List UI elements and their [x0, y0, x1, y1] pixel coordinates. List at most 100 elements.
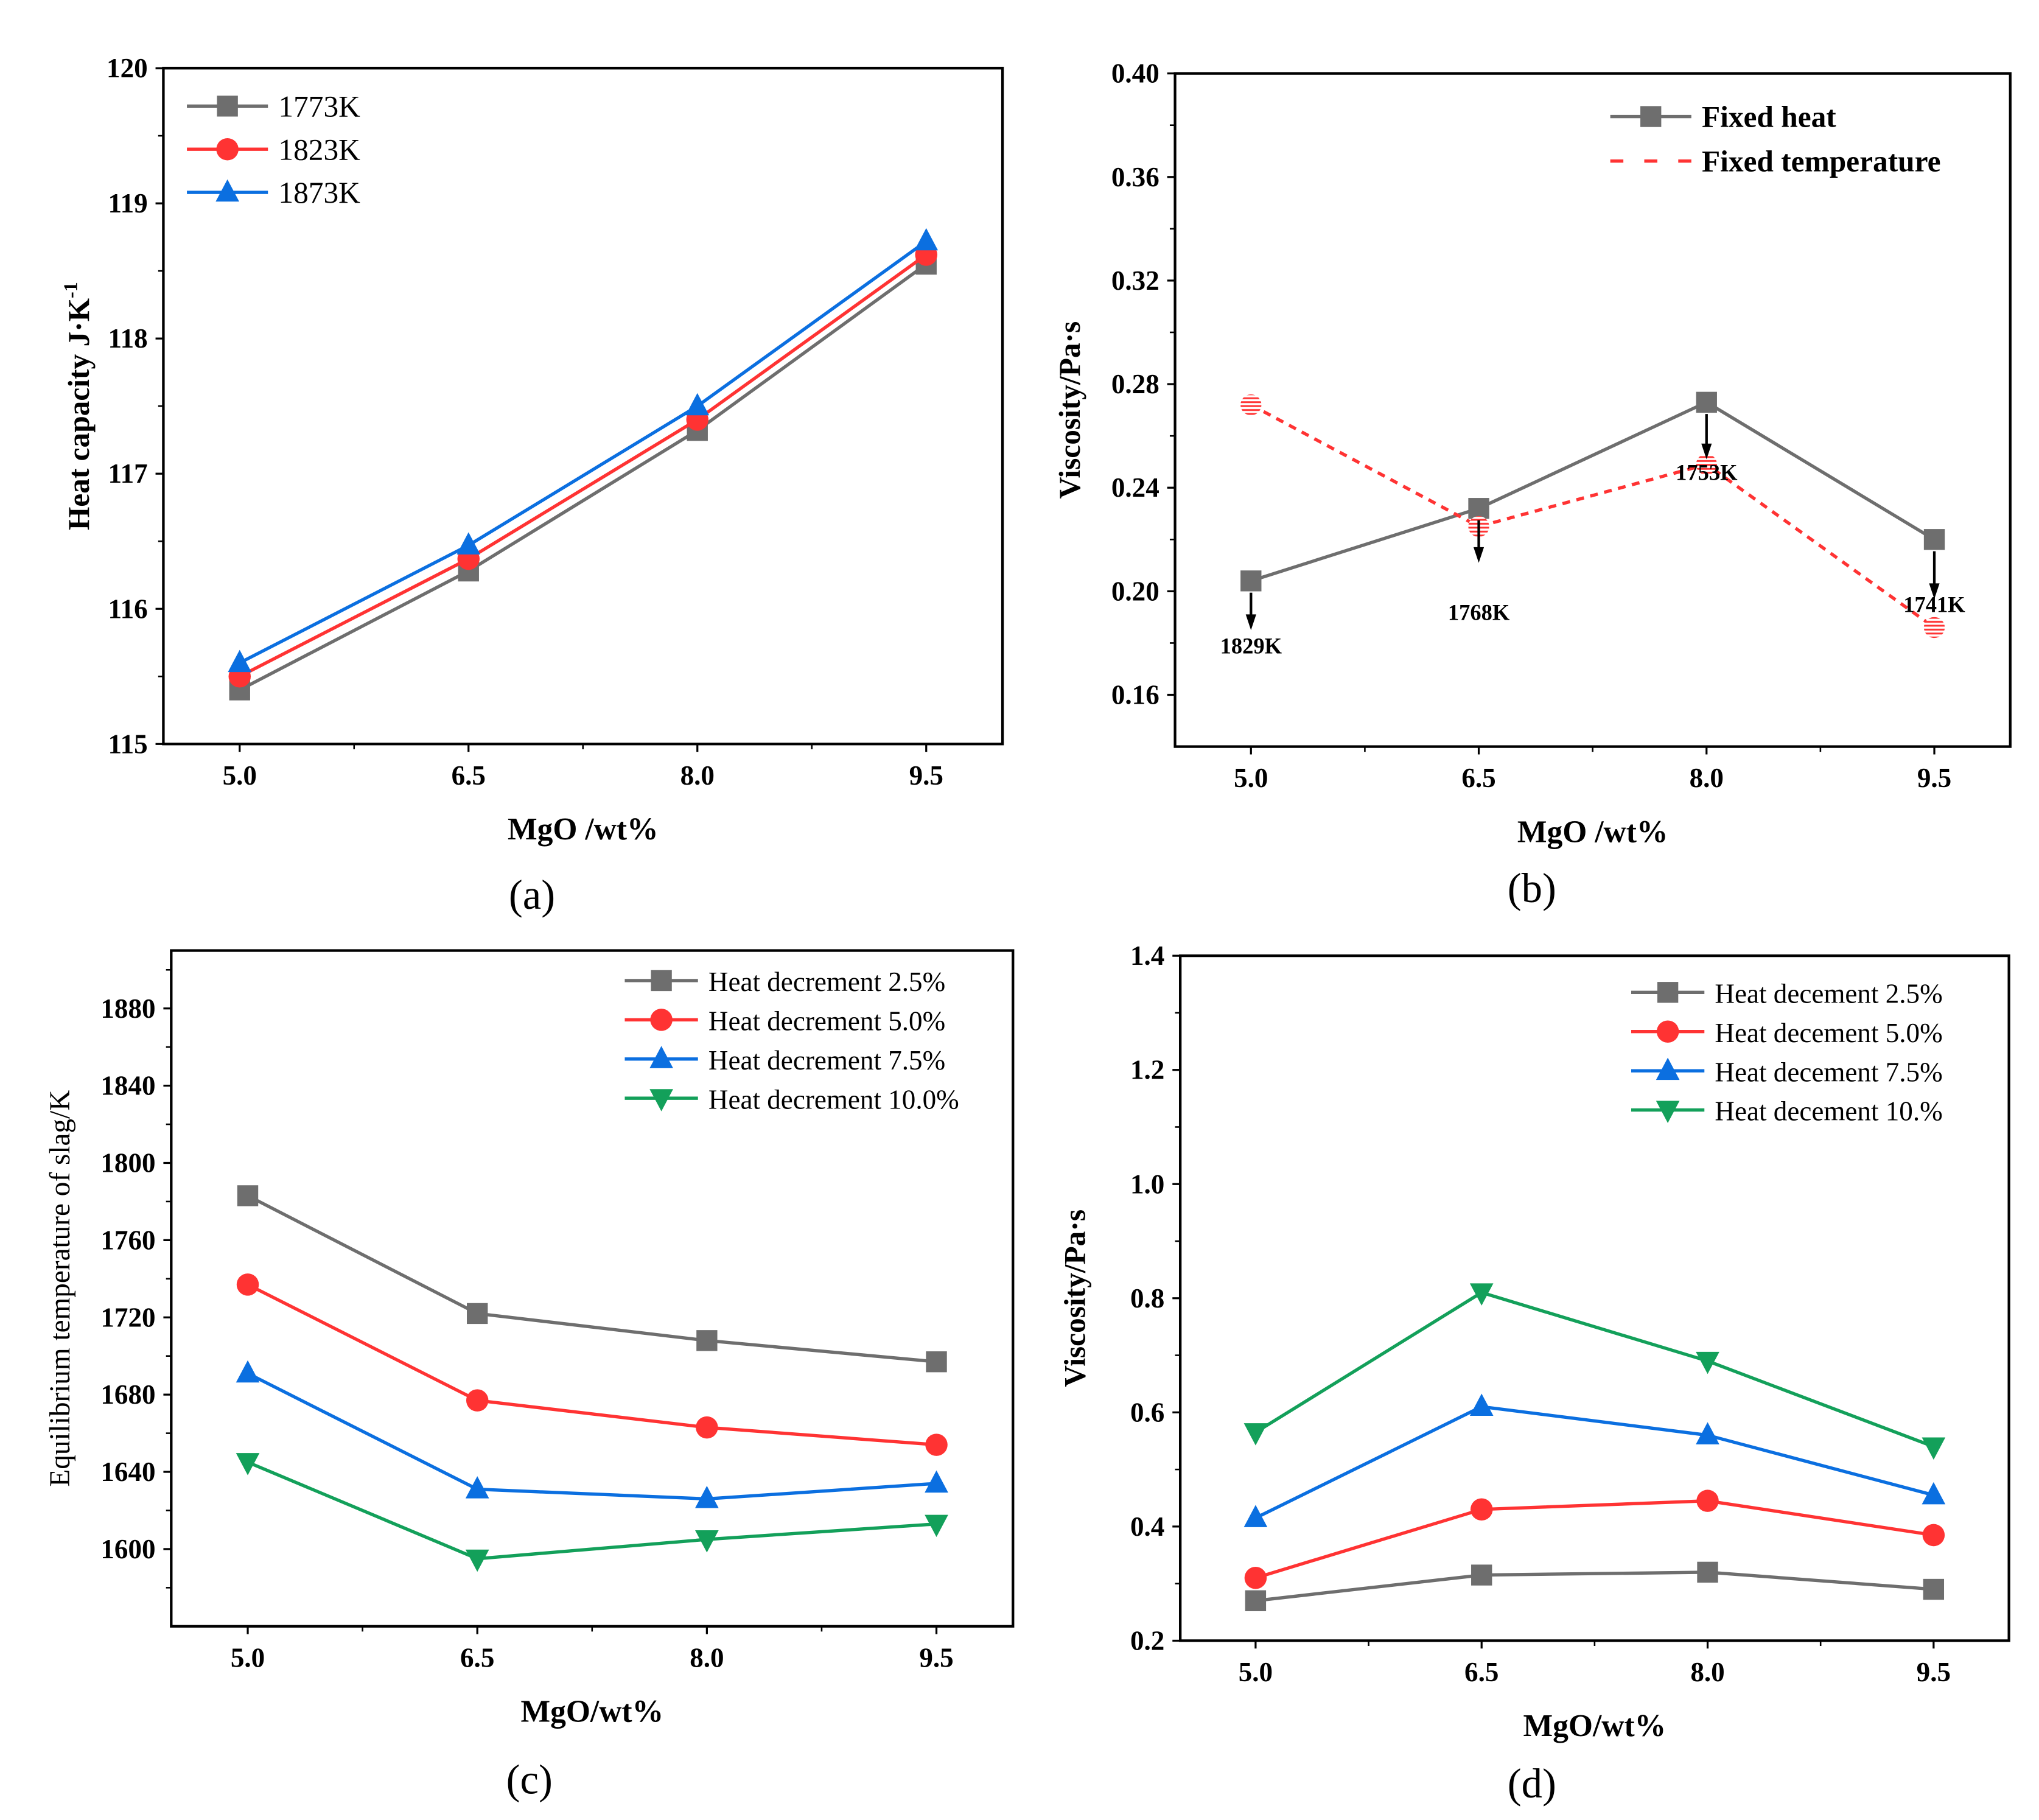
data-point — [1244, 1567, 1267, 1589]
y-axis-label: Heat capacity J·K-1 — [60, 282, 96, 530]
series-heat-decement-2-5- — [1245, 1561, 1945, 1611]
legend-marker — [651, 970, 672, 992]
x-tick-label: 5.0 — [231, 1642, 265, 1673]
legend-item: Heat decement 2.5% — [1631, 978, 1943, 1009]
panel-label: (a) — [509, 872, 555, 918]
y-tick-label: 0.28 — [1111, 369, 1159, 399]
x-tick-label: 8.0 — [680, 760, 715, 791]
legend-marker — [1657, 982, 1679, 1003]
data-point — [925, 1514, 948, 1538]
series-heat-decrement-5-0- — [236, 1273, 948, 1456]
data-point — [236, 1453, 260, 1475]
data-point — [1240, 394, 1262, 416]
series-line — [247, 1283, 937, 1447]
series-line — [247, 1371, 937, 1501]
data-point — [467, 1303, 488, 1325]
legend-marker — [217, 96, 238, 117]
legend-item: Heat decrement 5.0% — [624, 1006, 945, 1037]
legend-item: Heat decrement 7.5% — [624, 1045, 945, 1076]
x-tick-label: 5.0 — [1239, 1657, 1273, 1687]
x-axis-label: MgO/wt% — [1523, 1709, 1667, 1743]
legend-label: 1823K — [278, 133, 360, 166]
arrow-head-icon — [1245, 614, 1256, 631]
y-tick-label: 1720 — [100, 1302, 155, 1332]
data-point — [1696, 391, 1717, 413]
data-point — [1922, 1524, 1945, 1547]
x-tick-label: 6.5 — [1461, 763, 1495, 793]
y-axis-label-text: Viscosity/Pa·s — [1058, 1209, 1091, 1387]
legend-label: Fixed temperature — [1702, 145, 1941, 178]
x-tick-label: 9.5 — [1917, 763, 1951, 793]
plot-frame — [162, 66, 1004, 746]
y-tick-label: 0.16 — [1111, 680, 1159, 710]
x-tick-label: 5.0 — [1234, 763, 1268, 793]
y-tick-label: 119 — [108, 188, 148, 219]
data-point — [1922, 1437, 1946, 1460]
legend-marker — [1656, 1057, 1680, 1080]
data-point — [1469, 1283, 1494, 1306]
legend-marker — [1640, 106, 1662, 127]
data-point — [1471, 1564, 1492, 1586]
y-tick-label: 1760 — [100, 1225, 155, 1255]
legend-item: Heat decement 5.0% — [1631, 1018, 1943, 1048]
legend: 1773K 1823K 1873K — [187, 90, 360, 209]
panel-label: (d) — [1508, 1760, 1556, 1807]
legend-marker — [215, 179, 239, 202]
y-tick-label: 1.2 — [1130, 1055, 1164, 1085]
x-tick-label: 9.5 — [1917, 1657, 1951, 1687]
chart-panel-a: 5.0 6.5 8.0 9.5 115 116 117 118 119 120 MgO /wt% He… — [60, 53, 1004, 918]
legend-item: 1873K — [187, 176, 360, 209]
legend-item: 1823K — [187, 133, 360, 166]
data-point — [696, 1416, 718, 1439]
legend-label: 1773K — [278, 90, 360, 124]
x-tick-label: 6.5 — [452, 760, 486, 791]
y-axis-label-text: Equilibrium temperature of slag/K — [44, 1090, 76, 1487]
legend-label: Heat decrement 10.0% — [708, 1084, 959, 1115]
y-axis-label-text: Heat capacity J·K — [62, 298, 96, 530]
legend-label: Heat decement 5.0% — [1715, 1018, 1942, 1048]
y-tick-label: 118 — [108, 323, 148, 354]
y-tick-label: 0.40 — [1111, 58, 1159, 89]
data-point — [1468, 498, 1489, 519]
data-point — [1696, 1489, 1719, 1512]
annotation-label: 1768K — [1448, 600, 1510, 625]
y-tick-label: 1600 — [100, 1534, 155, 1564]
legend-item: 1773K — [187, 90, 360, 124]
x-tick-label: 8.0 — [1690, 763, 1724, 793]
data-point — [456, 532, 481, 555]
data-point — [1696, 453, 1717, 475]
y-tick-label: 115 — [108, 729, 148, 759]
legend-marker — [649, 1089, 673, 1111]
data-point — [695, 1530, 719, 1553]
chart-panel-b: 5.0 6.5 8.0 9.5 0.16 0.20 0.24 0.28 0.32 0.36 0.40… — [1053, 58, 2012, 911]
data-point — [926, 1351, 947, 1373]
chart-panel-d: 5.0 6.5 8.0 9.5 0.2 0.4 0.6 0.8 1.0 1.2 1.4 MgO/wt%… — [1058, 940, 2010, 1807]
y-tick-label: 1840 — [100, 1071, 155, 1101]
series-line — [239, 253, 928, 678]
series-heat-decrement-10-0- — [236, 1453, 948, 1572]
data-point — [1245, 1590, 1267, 1611]
y-tick-label: 0.24 — [1111, 472, 1159, 503]
annotation-label: 1741K — [1903, 592, 1965, 617]
series-line — [239, 262, 928, 691]
arrow-head-icon — [1929, 583, 1940, 600]
data-point — [1469, 1393, 1494, 1416]
data-point — [465, 1549, 489, 1572]
series-fixed-temperature — [1240, 394, 1945, 639]
data-point — [914, 228, 939, 251]
data-point — [1923, 1578, 1945, 1600]
x-tick-label: 9.5 — [919, 1642, 953, 1673]
y-tick-label: 1800 — [100, 1148, 155, 1178]
series-line — [239, 240, 928, 665]
y-tick-label: 1.4 — [1130, 940, 1164, 971]
y-tick-label: 0.6 — [1130, 1397, 1164, 1427]
data-point — [1697, 1561, 1718, 1583]
data-point — [696, 1330, 718, 1351]
data-point — [1923, 529, 1945, 550]
data-point — [466, 1389, 489, 1412]
x-axis-label: MgO /wt% — [1517, 814, 1668, 849]
series-line — [1250, 400, 1936, 583]
legend-item: Fixed temperature — [1610, 145, 1941, 178]
x-tick-label: 8.0 — [1690, 1657, 1724, 1687]
